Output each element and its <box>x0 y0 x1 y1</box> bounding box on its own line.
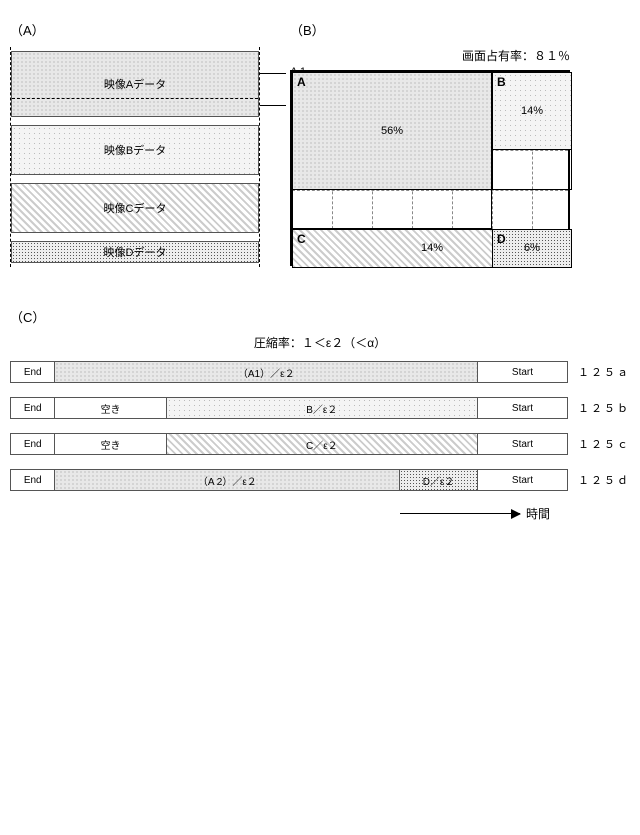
track-segment: Start <box>478 434 567 454</box>
grid-region-outline <box>492 72 572 190</box>
region-pct: 14% <box>421 242 443 254</box>
track-segment: End <box>11 434 55 454</box>
occupancy-text: 画面占有率：８１％ <box>290 47 570 64</box>
panel-a-bars: 映像Aデータ A 1 A 2 映像Bデータ 映像Cデータ 映像Dデータ <box>10 47 260 267</box>
panel-a-label: （A） <box>10 20 260 39</box>
track-segment: （A1）／ε２ <box>55 362 478 382</box>
arrow-line <box>400 513 520 514</box>
region-tag: D <box>497 232 506 246</box>
track-segment: Start <box>478 398 567 418</box>
track-id-label: １２５ｃ <box>578 436 630 452</box>
grid-box: A56%B14%C14%D6% <box>290 70 570 266</box>
grid-region-outline <box>292 72 492 229</box>
panel-a: （A） 映像Aデータ A 1 A 2 映像Bデータ 映像Cデータ 映像Dデータ <box>10 20 260 267</box>
region-pct: 6% <box>524 242 540 254</box>
data-bar-a-label: 映像Aデータ <box>104 76 166 92</box>
track-id-label: １２５ａ <box>578 364 630 380</box>
track-id-label: １２５ｄ <box>578 472 630 488</box>
track-segment: End <box>11 470 55 490</box>
tracks: End（A1）／ε２Start１２５ａEnd空きB／ε２Start１２５ｂEnd… <box>10 361 630 491</box>
track-segment: D／ε２ <box>400 470 478 490</box>
panel-b-label: （B） <box>290 20 570 39</box>
data-bar-d-label: 映像Dデータ <box>104 244 167 260</box>
panel-b: （B） 画面占有率：８１％ A56%B14%C14%D6% <box>290 20 570 266</box>
figure: （A） 映像Aデータ A 1 A 2 映像Bデータ 映像Cデータ 映像Dデータ <box>10 20 630 522</box>
grid-region: D 6% <box>492 229 572 268</box>
track-segment: B／ε２ <box>167 398 478 418</box>
track: End（A 2）／ε２D／ε２Start <box>10 469 568 491</box>
data-bar-c-label: 映像Cデータ <box>104 200 167 216</box>
data-bar-b: 映像Bデータ <box>11 125 259 175</box>
data-bar-a: 映像Aデータ A 1 A 2 <box>11 51 259 117</box>
track-id-label: １２５ｂ <box>578 400 630 416</box>
track-segment: Start <box>478 470 567 490</box>
panel-c: （C） 圧縮率：１＜ε２（＜α） End（A1）／ε２Start１２５ａEnd空… <box>10 307 630 522</box>
track-row: End（A 2）／ε２D／ε２Start １２５ｄ <box>10 469 630 491</box>
data-bar-d: 映像Dデータ <box>11 241 259 263</box>
panel-c-label: （C） <box>10 307 630 326</box>
track-segment: （A 2）／ε２ <box>55 470 400 490</box>
track-row: End（A1）／ε２Start １２５ａ <box>10 361 630 383</box>
top-panels: （A） 映像Aデータ A 1 A 2 映像Bデータ 映像Cデータ 映像Dデータ <box>10 20 630 267</box>
track: End空きC／ε２Start <box>10 433 568 455</box>
time-arrow: 時間 <box>10 505 550 522</box>
track-segment: Start <box>478 362 567 382</box>
track-row: End空きC／ε２Start １２５ｃ <box>10 433 630 455</box>
data-bar-c: 映像Cデータ <box>11 183 259 233</box>
track-row: End空きB／ε２Start １２５ｂ <box>10 397 630 419</box>
compress-text: 圧縮率：１＜ε２（＜α） <box>10 334 630 351</box>
track: End（A1）／ε２Start <box>10 361 568 383</box>
track-segment: End <box>11 398 55 418</box>
data-bar-b-label: 映像Bデータ <box>104 142 166 158</box>
time-label: 時間 <box>526 505 550 522</box>
region-tag: C <box>297 232 306 246</box>
track-segment: C／ε２ <box>167 434 478 454</box>
track: End空きB／ε２Start <box>10 397 568 419</box>
track-segment: 空き <box>55 434 166 454</box>
track-segment: 空き <box>55 398 166 418</box>
track-segment: End <box>11 362 55 382</box>
